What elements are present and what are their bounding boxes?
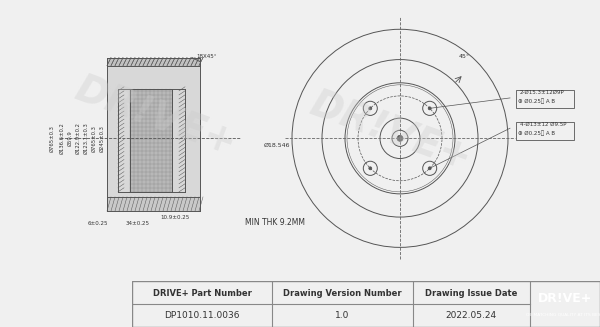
Text: Ø765±0.3: Ø765±0.3 [49, 125, 55, 152]
Text: Ø245±0.3: Ø245±0.3 [100, 125, 104, 152]
Bar [107, 197, 200, 211]
Text: 45°: 45° [458, 54, 469, 59]
Text: DR!VE+: DR!VE+ [538, 292, 592, 305]
Text: DRIVE+ Part Number: DRIVE+ Part Number [153, 289, 251, 298]
Text: 10.9±0.25: 10.9±0.25 [160, 215, 190, 220]
Text: 2022.05.24: 2022.05.24 [446, 311, 497, 320]
Bar [130, 89, 172, 192]
Text: DP1010.11.0036: DP1010.11.0036 [164, 311, 240, 320]
Bar [516, 90, 574, 108]
Text: DR!VE+: DR!VE+ [304, 84, 476, 178]
Circle shape [397, 135, 403, 141]
Text: ⊕ Ø0.25Ⓜ A B: ⊕ Ø0.25Ⓜ A B [518, 131, 555, 136]
Text: Ø123.1±0.3: Ø123.1±0.3 [83, 122, 89, 154]
Text: Drawing Issue Date: Drawing Issue Date [425, 289, 517, 298]
Bar [516, 122, 574, 140]
Text: Ø18.546: Ø18.546 [263, 142, 290, 147]
Text: Ø59.9: Ø59.9 [67, 130, 73, 146]
Text: MIN THK 9.2MM: MIN THK 9.2MM [245, 218, 305, 227]
Bar [107, 58, 200, 66]
Bar [107, 66, 200, 211]
Text: 18X45°: 18X45° [196, 54, 217, 59]
Text: 6±0.25: 6±0.25 [88, 221, 108, 226]
Text: 2-Ø15.3±12Ø9P: 2-Ø15.3±12Ø9P [520, 90, 565, 95]
Text: 1.0: 1.0 [335, 311, 350, 320]
Circle shape [369, 107, 372, 110]
Text: Ø765±0.3: Ø765±0.3 [91, 125, 97, 152]
Circle shape [369, 167, 372, 170]
Circle shape [428, 107, 431, 110]
Text: Drawing Version Number: Drawing Version Number [283, 289, 402, 298]
Text: ⊕ Ø0.25Ⓜ A B: ⊕ Ø0.25Ⓜ A B [518, 98, 555, 104]
Text: 4-Ø13±12 Ø9.5P: 4-Ø13±12 Ø9.5P [520, 122, 566, 127]
Text: DR!VE+: DR!VE+ [69, 69, 241, 163]
Text: OE MATCHING QUALITY AT ITS BEST: OE MATCHING QUALITY AT ITS BEST [526, 312, 600, 316]
Circle shape [428, 167, 431, 170]
Text: Ø122.9±0.2: Ø122.9±0.2 [76, 122, 80, 154]
Text: Ø136.6±0.2: Ø136.6±0.2 [59, 122, 65, 154]
Text: 34±0.25: 34±0.25 [126, 221, 150, 226]
